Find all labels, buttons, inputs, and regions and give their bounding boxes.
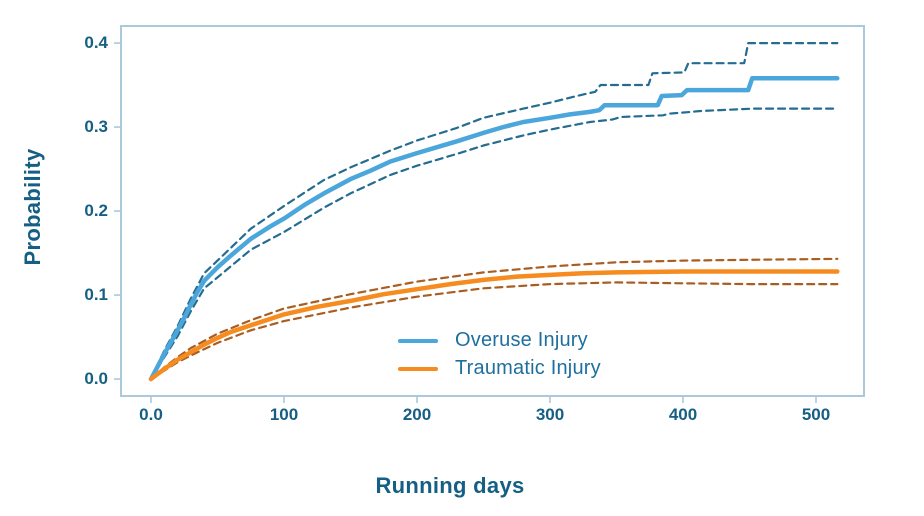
x-tick-label: 300 [535, 405, 565, 424]
legend-label-traumatic: Traumatic Injury [455, 357, 601, 379]
overuse-ci-lower-line [149, 107, 839, 381]
x-tick-label: 500 [801, 405, 831, 424]
legend-item-traumatic: Traumatic Injury [398, 357, 601, 380]
x-tick-label: 100 [269, 405, 299, 424]
x-tick-label: 0.0 [139, 405, 163, 424]
y-tick-label: 0.3 [84, 117, 108, 137]
legend-label-overuse: Overuse Injury [455, 329, 588, 351]
overuse-line-swatch [398, 338, 438, 343]
y-tick-label: 0.1 [84, 285, 108, 305]
x-tick-label: 400 [668, 405, 698, 424]
traumatic-line-swatch [398, 366, 438, 371]
overuse-ci-upper-line [149, 41, 839, 381]
y-tick-label: 0.2 [84, 201, 108, 221]
x-axis-title: Running days [375, 473, 525, 498]
y-tick-label: 0.4 [84, 33, 108, 53]
y-axis-title: Probability [20, 148, 45, 266]
traumatic-ci-upper-line [149, 257, 839, 381]
legend-item-overuse: Overuse Injury [398, 329, 601, 352]
legend: Overuse Injury Traumatic Injury [398, 329, 601, 380]
traumatic-ci-lower-line [149, 281, 839, 381]
y-tick-label: 0.0 [84, 369, 108, 389]
overuse-main-line [148, 76, 840, 382]
traumatic-main-line [148, 269, 840, 382]
x-tick-label: 200 [402, 405, 432, 424]
